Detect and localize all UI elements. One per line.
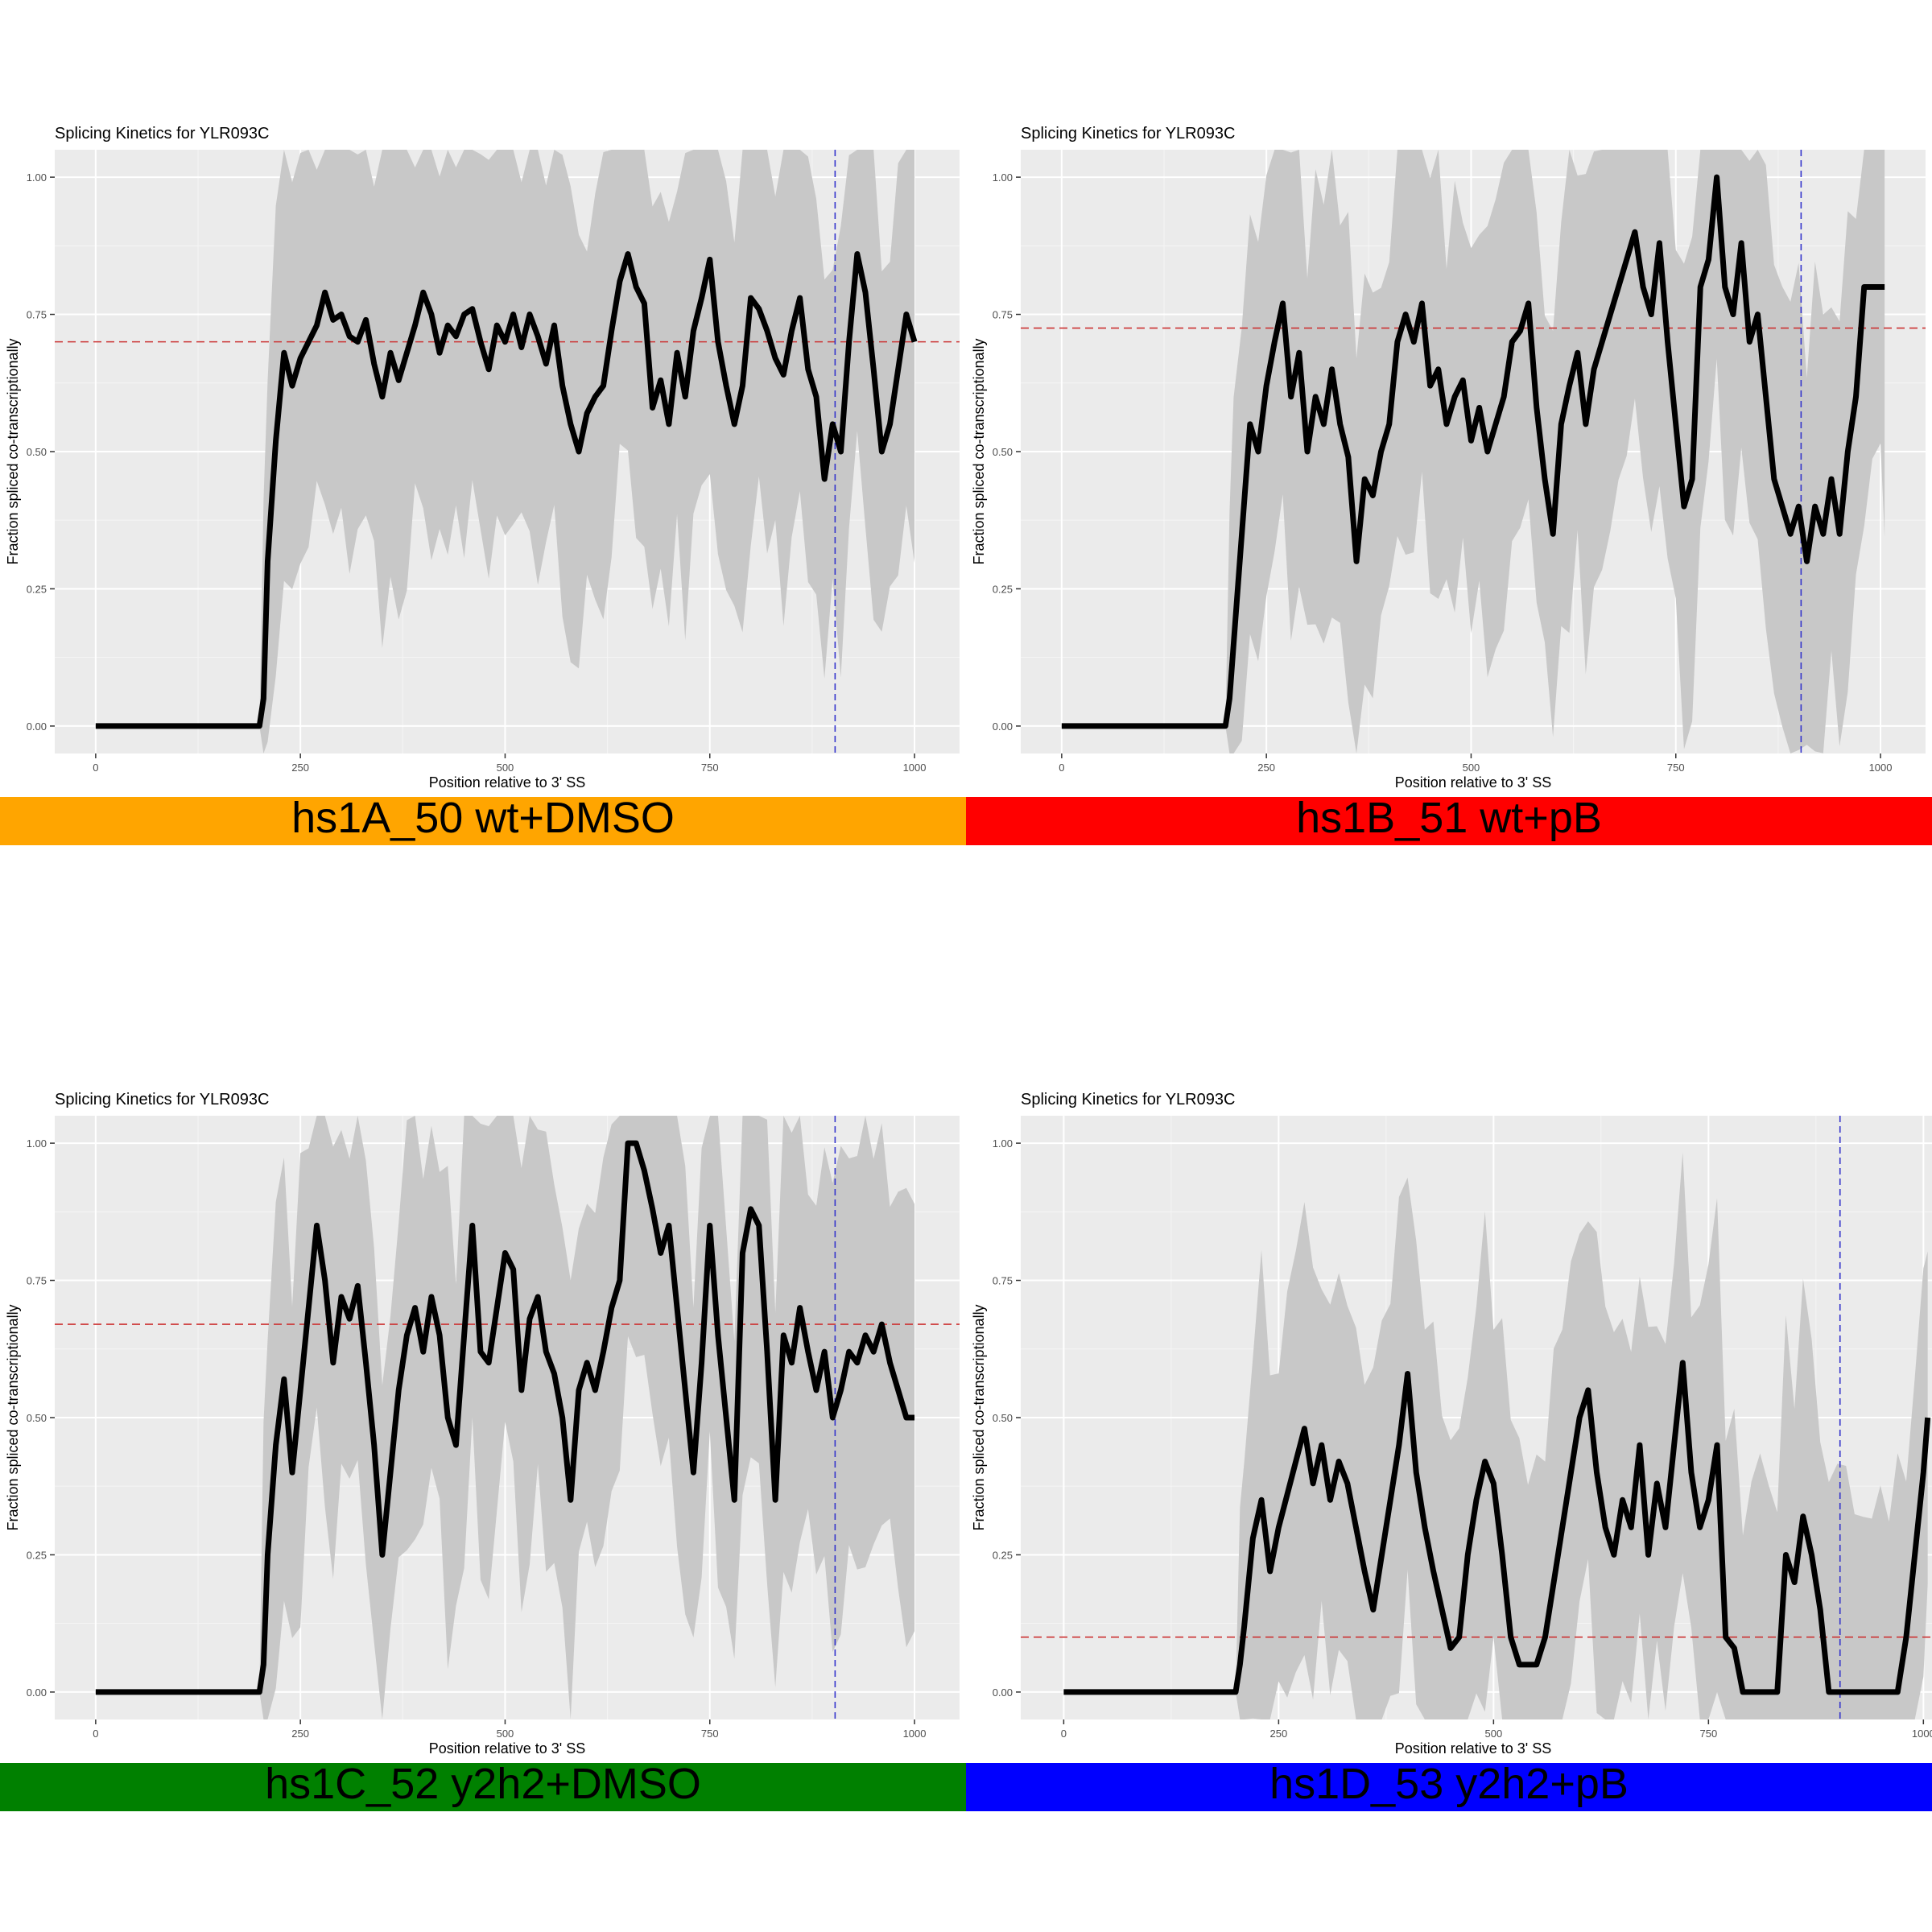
x-tick-label: 0	[93, 1728, 98, 1740]
confidence-band	[95, 150, 915, 753]
y-tick-label: 0.00	[27, 1686, 47, 1699]
condition-banner	[966, 797, 1932, 845]
y-tick-label: 0.50	[993, 446, 1013, 458]
condition-label: hs1D_53 y2h2+pB	[1269, 1760, 1629, 1808]
x-axis-label: Position relative to 3' SS	[1395, 774, 1552, 791]
x-tick-label: 250	[291, 762, 309, 774]
confidence-band	[1061, 150, 1885, 753]
y-tick-label: 0.50	[27, 446, 47, 458]
x-axis-label: Position relative to 3' SS	[429, 1740, 586, 1757]
data-series-line	[95, 1140, 915, 1695]
chart-panel-3: 0.00 0.25 0.50 0.75 1.00 0 250 500 750 1000 Splici…	[0, 1091, 966, 1811]
y-axis-label: Fraction spliced co-transcriptionally	[971, 338, 987, 564]
chart-panel-1: 0.00 0.25 0.50 0.75 1.00 0 250 500 750 1000 Splici…	[0, 125, 966, 845]
x-axis-label: Position relative to 3' SS	[1395, 1740, 1552, 1757]
x-tick-label: 250	[1257, 762, 1275, 774]
condition-label: hs1A_50 wt+DMSO	[291, 794, 675, 842]
x-tick-label: 250	[291, 1728, 309, 1740]
confidence-band	[1063, 1152, 1928, 1719]
y-axis-label: Fraction spliced co-transcriptionally	[971, 1304, 987, 1530]
x-tick-label: 0	[1059, 762, 1064, 774]
condition-banner	[966, 1763, 1932, 1811]
y-tick-label: 0.75	[993, 1275, 1013, 1287]
y-axis-label: Fraction spliced co-transcriptionally	[5, 338, 21, 564]
y-tick-label: 0.75	[993, 309, 1013, 321]
x-tick-label: 1000	[903, 762, 927, 774]
y-tick-label: 0.25	[993, 583, 1013, 595]
y-tick-label: 0.25	[27, 583, 47, 595]
data-series-line	[95, 251, 918, 729]
condition-banner	[0, 1763, 966, 1811]
chart-panel-2: 0.00 0.25 0.50 0.75 1.00 0 250 500 750 1000 Splici…	[966, 125, 1932, 845]
y-tick-label: 1.00	[993, 171, 1013, 184]
chart-title: Splicing Kinetics for YLR093C	[55, 125, 269, 142]
chart-panel-4: 0.00 0.25 0.50 0.75 1.00 0 250 500 750 1000 Splici…	[966, 1091, 1932, 1811]
y-tick-label: 0.25	[993, 1549, 1013, 1561]
y-tick-label: 0.00	[993, 1686, 1013, 1699]
y-tick-label: 0.50	[27, 1412, 47, 1424]
x-axis-label: Position relative to 3' SS	[429, 774, 586, 791]
x-tick-label: 500	[1485, 1728, 1503, 1740]
x-tick-label: 750	[701, 1728, 719, 1740]
condition-banner	[0, 797, 966, 845]
x-tick-label: 250	[1270, 1728, 1288, 1740]
chart-title: Splicing Kinetics for YLR093C	[1021, 125, 1235, 142]
x-tick-label: 750	[1667, 762, 1685, 774]
x-tick-label: 500	[497, 762, 514, 774]
x-tick-label: 750	[1699, 1728, 1717, 1740]
x-tick-label: 0	[93, 762, 98, 774]
y-tick-label: 0.25	[27, 1549, 47, 1561]
x-tick-label: 1000	[1869, 762, 1893, 774]
x-tick-label: 500	[1463, 762, 1480, 774]
data-series-line	[1063, 1360, 1931, 1695]
y-tick-label: 0.00	[993, 720, 1013, 733]
y-tick-label: 0.00	[27, 720, 47, 733]
y-tick-label: 1.00	[27, 171, 47, 184]
y-tick-label: 1.00	[993, 1137, 1013, 1150]
y-tick-label: 1.00	[27, 1137, 47, 1150]
x-tick-label: 0	[1061, 1728, 1067, 1740]
chart-title: Splicing Kinetics for YLR093C	[55, 1091, 269, 1108]
y-tick-label: 0.50	[993, 1412, 1013, 1424]
chart-title: Splicing Kinetics for YLR093C	[1021, 1091, 1235, 1108]
condition-label: hs1C_52 y2h2+DMSO	[265, 1760, 701, 1808]
y-axis-label: Fraction spliced co-transcriptionally	[5, 1304, 21, 1530]
condition-label: hs1B_51 wt+pB	[1296, 794, 1602, 842]
data-series-line	[1061, 174, 1885, 729]
x-tick-label: 500	[497, 1728, 514, 1740]
x-tick-label: 750	[701, 762, 719, 774]
y-tick-label: 0.75	[27, 1275, 47, 1287]
y-tick-label: 0.75	[27, 309, 47, 321]
x-tick-label: 1000	[903, 1728, 927, 1740]
x-tick-label: 1000	[1912, 1728, 1932, 1740]
